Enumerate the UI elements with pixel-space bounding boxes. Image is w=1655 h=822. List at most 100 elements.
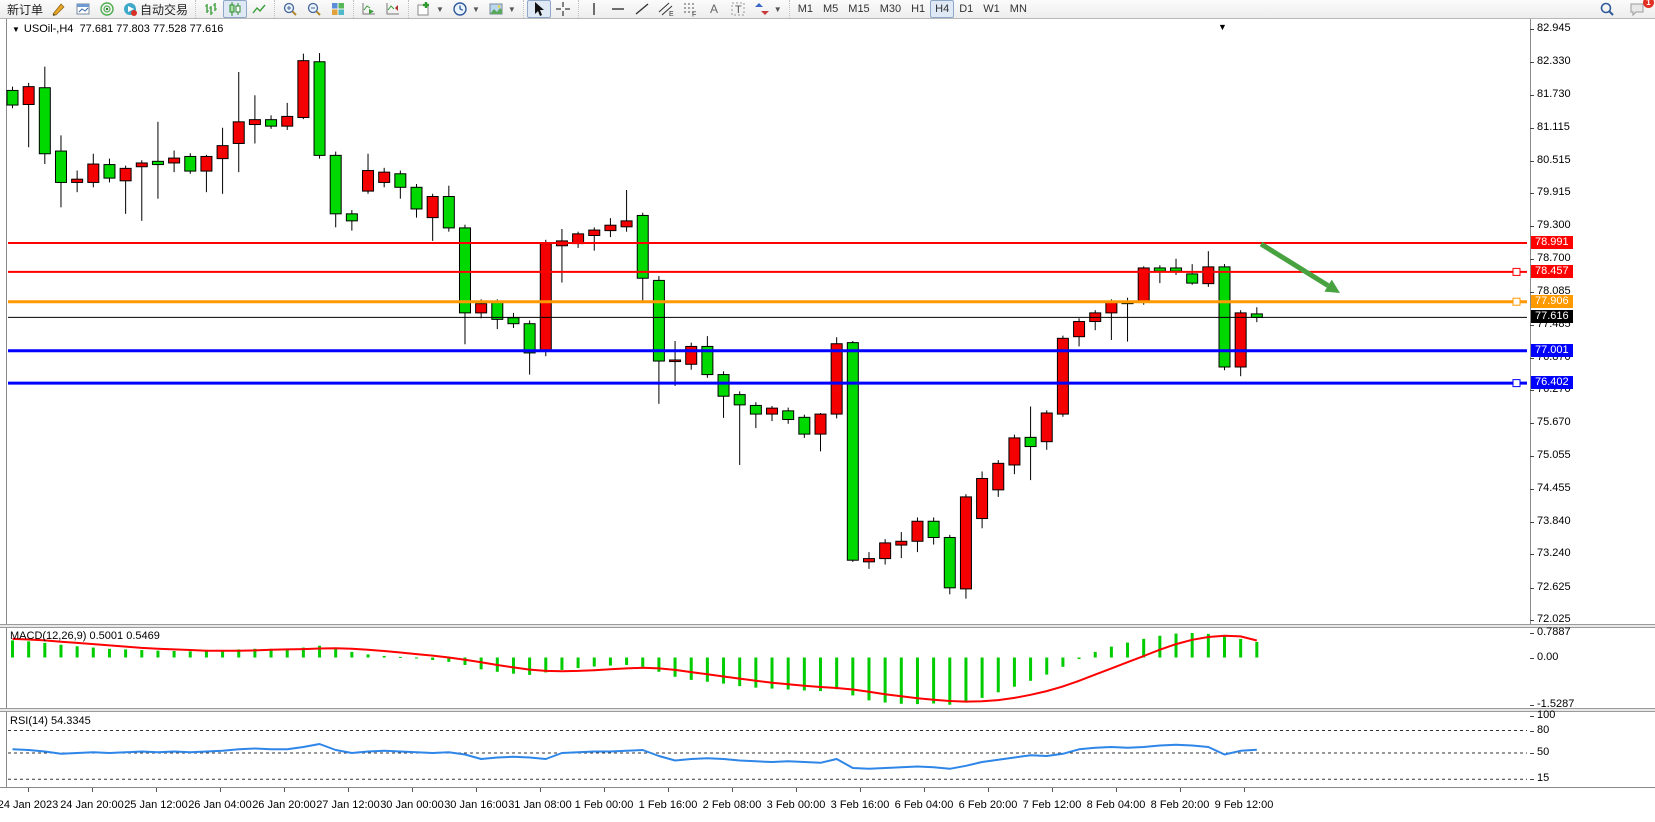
- macd-bar: [382, 655, 386, 658]
- price-tick: [1530, 258, 1534, 260]
- bar-chart-icon: [203, 1, 219, 17]
- time-tick: [92, 788, 93, 792]
- chart-shift-marker-icon[interactable]: ▼: [1218, 22, 1227, 32]
- bull-candle: [1137, 267, 1150, 303]
- timeframe-h1[interactable]: H1: [911, 3, 926, 15]
- timeframe-h4[interactable]: H4: [930, 0, 955, 18]
- timeframe-mn[interactable]: MN: [1009, 3, 1027, 15]
- bull-candle: [830, 343, 843, 415]
- chart-shift-button[interactable]: [381, 0, 405, 18]
- text-button[interactable]: A: [702, 0, 726, 18]
- fibonacci-button[interactable]: F: [678, 0, 702, 18]
- macd-bar: [75, 646, 79, 658]
- new-chart-button[interactable]: [71, 0, 95, 18]
- price-tick: [1530, 422, 1534, 424]
- macd-bar: [641, 657, 645, 667]
- auto-trading-button[interactable]: 自动交易: [119, 0, 192, 18]
- macd-signal-value: 0.5469: [126, 630, 160, 642]
- bear-candle: [54, 150, 67, 183]
- bear-candle: [6, 89, 19, 106]
- timeframe-w1[interactable]: W1: [983, 3, 1000, 15]
- cursor-button[interactable]: [526, 0, 551, 18]
- macd-bar: [447, 657, 451, 662]
- crayon-button[interactable]: [47, 0, 71, 18]
- svg-text:T: T: [735, 4, 742, 16]
- price-axis[interactable]: [1530, 19, 1655, 787]
- timeframe-d1[interactable]: D1: [959, 3, 974, 15]
- macd-bar: [1158, 635, 1162, 658]
- timeframe-m30[interactable]: M30: [879, 3, 902, 15]
- autotrade-icon: [123, 2, 138, 16]
- chevron-down-icon[interactable]: ▼: [12, 25, 20, 34]
- zoom-out-button[interactable]: [302, 0, 326, 18]
- arrows-button[interactable]: ▼: [750, 0, 786, 18]
- new-order-button[interactable]: 新订单: [3, 0, 47, 18]
- macd-bar: [1029, 657, 1033, 681]
- price-tick-label: 81.115: [1537, 121, 1570, 134]
- timeframe-m1[interactable]: M1: [797, 3, 813, 15]
- macd-bar: [253, 648, 257, 658]
- chat-button[interactable]: 1: [1625, 0, 1654, 18]
- macd-bar: [673, 657, 677, 677]
- broadcast-button[interactable]: [95, 0, 119, 18]
- macd-bar: [560, 657, 564, 670]
- macd-pane[interactable]: [6, 628, 1531, 708]
- price-tick-label: 78.700: [1537, 251, 1571, 264]
- bull-candle: [71, 178, 84, 183]
- timeframe-m15[interactable]: M15: [848, 3, 870, 15]
- trendline-button[interactable]: [630, 0, 654, 18]
- bull-candle: [959, 496, 972, 590]
- bull-candle: [879, 542, 892, 560]
- cursor-icon: [531, 1, 547, 17]
- search-button[interactable]: [1595, 0, 1619, 18]
- time-label: 2 Feb 08:00: [702, 799, 762, 811]
- macd-bar: [269, 648, 273, 658]
- bull-candle: [588, 229, 601, 236]
- macd-bar: [1255, 641, 1259, 658]
- vertical-line-button[interactable]: [582, 0, 606, 18]
- time-label: 27 Jan 12:00: [316, 799, 380, 811]
- horizontal-line-button[interactable]: [606, 0, 630, 18]
- period-icon: [452, 1, 468, 17]
- crosshair-button[interactable]: [551, 0, 575, 18]
- macd-bar: [883, 657, 887, 703]
- equidistant-channel-button[interactable]: E: [654, 0, 678, 18]
- time-tick: [668, 788, 669, 792]
- line-chart-button[interactable]: [247, 0, 271, 18]
- template-button[interactable]: ▼: [484, 0, 520, 18]
- bear-candle: [1153, 267, 1166, 272]
- bear-candle: [1170, 267, 1183, 272]
- timeframe-m5[interactable]: M5: [823, 3, 839, 15]
- auto-scroll-button[interactable]: [357, 0, 381, 18]
- bar-chart-button[interactable]: [199, 0, 223, 18]
- macd-bar: [188, 651, 192, 658]
- text-label-button[interactable]: T: [726, 0, 750, 18]
- bull-candle: [862, 558, 875, 563]
- period-button[interactable]: ▼: [448, 0, 484, 18]
- zoom-in-button[interactable]: [278, 0, 302, 18]
- macd-bar: [754, 657, 758, 688]
- macd-tick: [1530, 657, 1534, 659]
- pane-splitter[interactable]: [0, 708, 1655, 712]
- price-tick: [1530, 390, 1534, 392]
- line-handle: [1512, 267, 1521, 276]
- bear-candle: [442, 196, 455, 229]
- tile-windows-button[interactable]: [326, 0, 350, 18]
- line-handle: [1512, 297, 1521, 306]
- new-order-label: 新订单: [7, 2, 44, 17]
- bear-candle: [523, 323, 536, 354]
- pane-splitter[interactable]: [0, 624, 1655, 628]
- candle-chart-button[interactable]: [223, 0, 248, 18]
- macd-bar: [689, 657, 693, 680]
- trend-arrow-group: [1259, 241, 1340, 293]
- macd-bar: [221, 650, 225, 658]
- new-chart-icon: [75, 1, 91, 17]
- add-indicator-button[interactable]: ▼: [412, 0, 448, 18]
- price-tick: [1530, 488, 1534, 490]
- bear-candle: [491, 302, 504, 320]
- bull-candle: [426, 196, 439, 219]
- time-axis[interactable]: 24 Jan 2023 24 Jan 20:00 25 Jan 12:00 26 Ja…: [0, 787, 1655, 822]
- macd-bar: [819, 657, 822, 692]
- trendline-icon: [634, 1, 650, 17]
